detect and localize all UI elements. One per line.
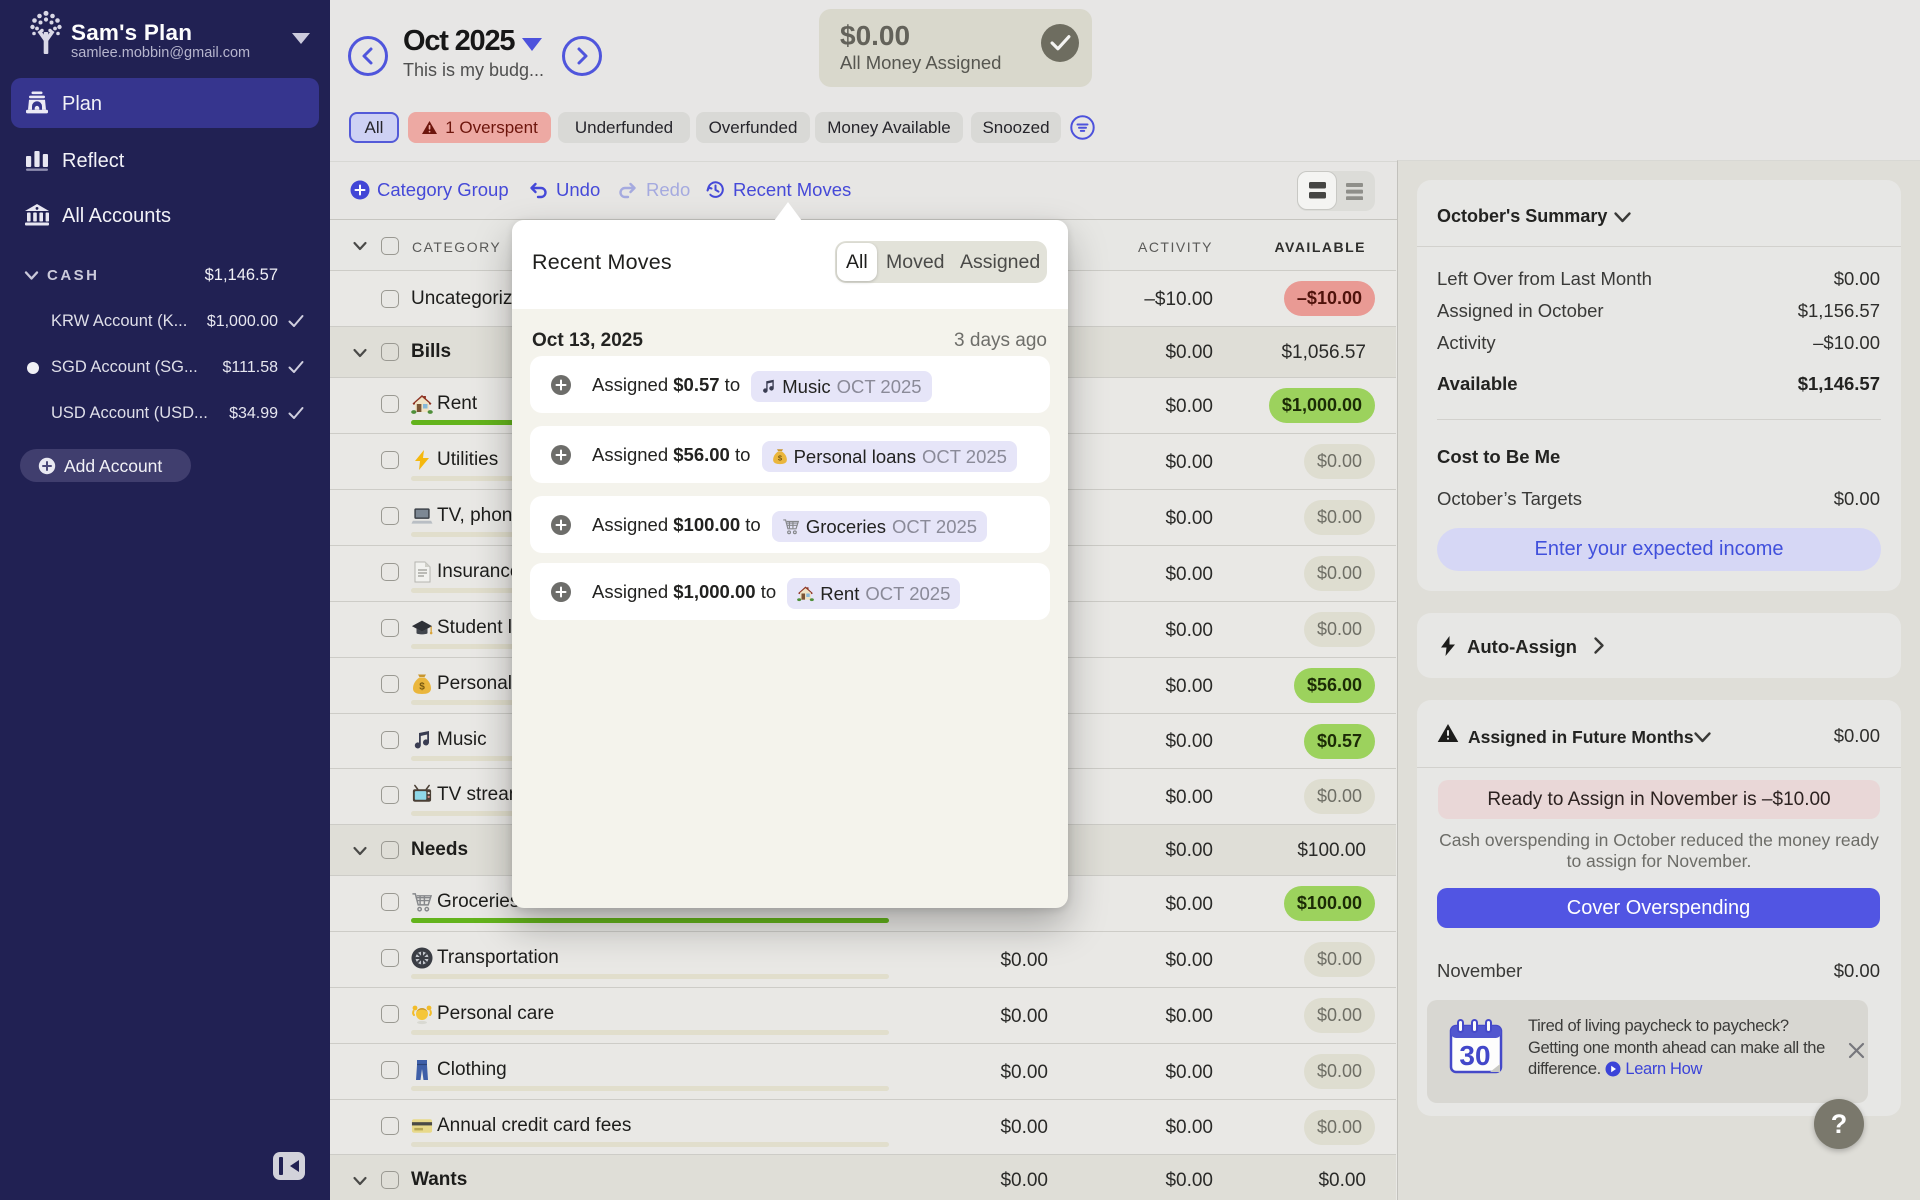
svg-text:$: $ [419,682,425,693]
svg-text:30: 30 [1459,1040,1490,1071]
svg-text:$: $ [777,453,782,462]
